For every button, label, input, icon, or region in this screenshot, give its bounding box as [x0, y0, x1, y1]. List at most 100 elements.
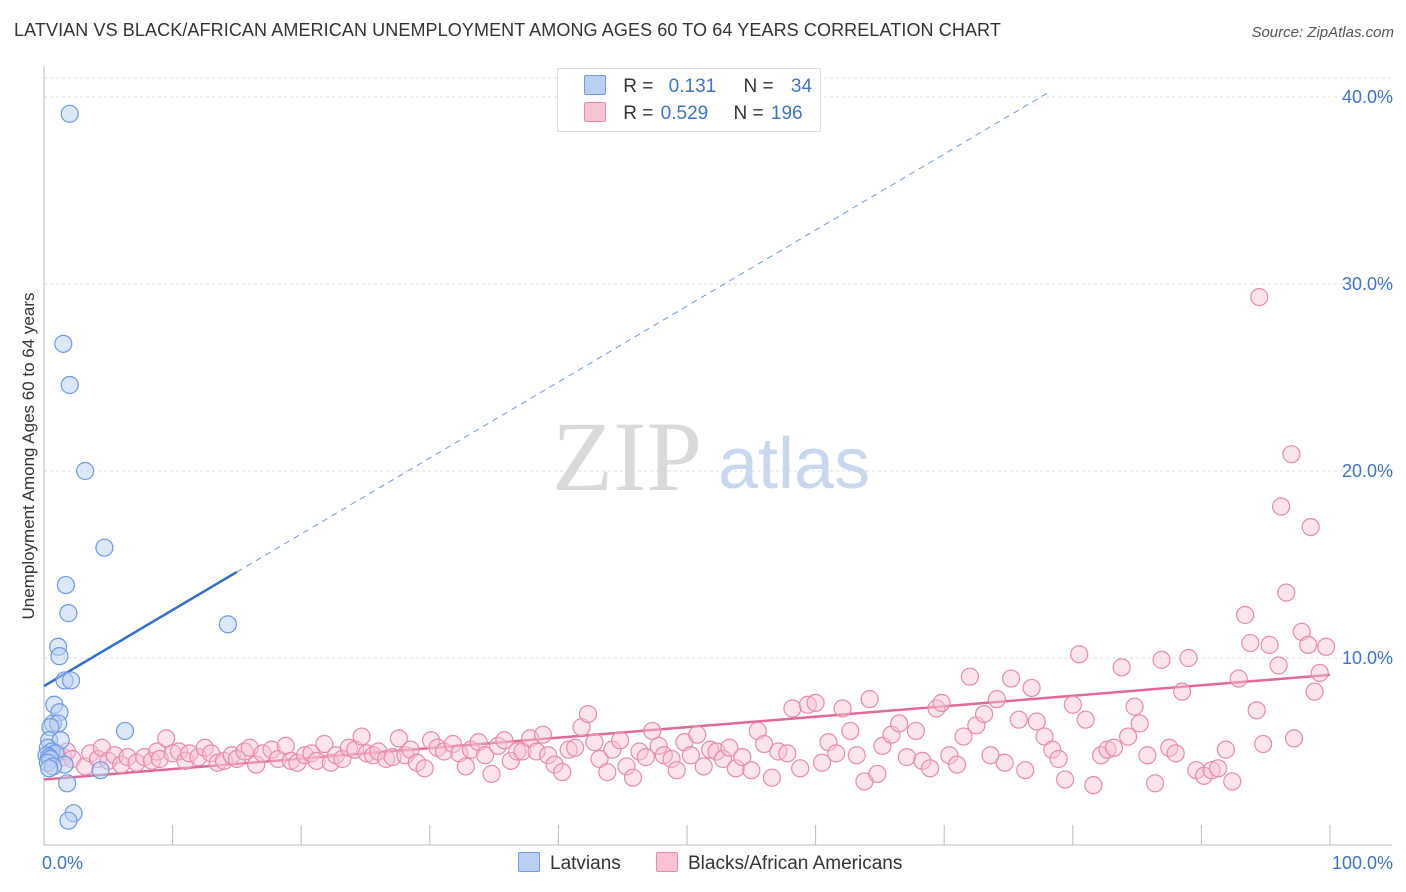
- latvian-point: [91, 761, 110, 780]
- black-point: [598, 762, 617, 782]
- black-point: [1076, 710, 1095, 729]
- black-point: [346, 740, 365, 759]
- legend-r-label: R =: [623, 76, 654, 97]
- black-point: [415, 759, 434, 778]
- black-point: [1022, 678, 1041, 698]
- black-point: [1049, 749, 1068, 769]
- black-point: [1118, 727, 1138, 746]
- black-point: [755, 734, 774, 754]
- legend-blacks: Blacks/African Americans: [656, 852, 902, 875]
- black-point: [157, 729, 176, 748]
- x-tick-label: 0.0%: [42, 853, 83, 873]
- black-point: [847, 746, 866, 765]
- black-point: [688, 725, 707, 744]
- black-point: [906, 721, 926, 741]
- black-point: [288, 753, 307, 772]
- black-point: [913, 751, 932, 770]
- black-point: [1112, 658, 1131, 677]
- watermark: ZIP atlas: [552, 401, 870, 512]
- legend-n-value: 34: [790, 76, 813, 97]
- black-point: [954, 727, 973, 746]
- black-point: [307, 751, 326, 770]
- black-point: [1016, 761, 1035, 780]
- black-point: [262, 740, 281, 759]
- latvian-points: [37, 104, 237, 830]
- black-point: [1055, 770, 1075, 789]
- black-point: [897, 748, 917, 767]
- latvian-trend-line: [43, 570, 238, 688]
- black-point: [812, 753, 832, 772]
- black-point: [860, 690, 879, 709]
- black-point: [617, 757, 636, 776]
- black-point: [357, 744, 376, 763]
- black-point: [585, 733, 604, 752]
- latvian-swatch: [584, 75, 606, 95]
- black-point: [112, 755, 131, 774]
- black-point: [1272, 497, 1291, 516]
- black-point: [611, 731, 630, 750]
- axes: [43, 66, 1392, 846]
- black-point: [890, 714, 909, 733]
- black-point: [333, 749, 352, 769]
- black-point: [1241, 633, 1260, 653]
- latvian-point: [95, 538, 114, 557]
- black-point: [806, 693, 825, 712]
- black-point: [748, 721, 767, 741]
- black-point: [572, 718, 591, 737]
- black-point: [1317, 637, 1336, 656]
- black-point: [578, 704, 598, 724]
- black-point: [482, 764, 501, 784]
- black-point: [443, 734, 463, 754]
- black-point: [643, 721, 662, 741]
- y-tick-label: 10.0%: [1342, 648, 1393, 668]
- black-point: [1152, 650, 1171, 669]
- black-point: [1292, 622, 1311, 641]
- black-point: [1260, 635, 1279, 655]
- black-point: [295, 746, 315, 765]
- black-point: [868, 764, 887, 784]
- black-point: [1130, 714, 1149, 733]
- black-point: [623, 768, 643, 787]
- black-point: [389, 729, 409, 748]
- black-point: [1284, 729, 1304, 748]
- black-point: [778, 744, 797, 763]
- correlation-legend: R = 0.131 N = 34 R = 0.529 N = 196: [557, 68, 821, 132]
- legend-latvians: Latvians: [518, 852, 621, 875]
- grid-lines: [44, 77, 1392, 659]
- black-point: [533, 725, 553, 744]
- black-point: [1104, 738, 1124, 757]
- black-point: [508, 742, 527, 761]
- axis-labels: 10.0% 20.0% 30.0% 40.0% 0.0% 100.0% Unemployme…: [19, 87, 1393, 873]
- black-point: [1247, 701, 1266, 720]
- black-point: [1146, 774, 1165, 793]
- black-point: [713, 749, 733, 769]
- black-point: [1310, 663, 1329, 683]
- black-point: [1299, 635, 1318, 655]
- latvian-point: [59, 604, 78, 623]
- black-point: [1209, 759, 1228, 778]
- watermark-zip: ZIP: [552, 401, 702, 512]
- black-point: [1236, 605, 1255, 625]
- black-point: [995, 753, 1014, 772]
- black-point: [694, 757, 713, 776]
- legend-row-blacks: R = 0.529 N = 196: [584, 102, 803, 126]
- watermark-atlas: atlas: [718, 424, 870, 504]
- black-point: [208, 753, 227, 772]
- black-point: [1125, 697, 1144, 716]
- latvian-point: [218, 615, 237, 634]
- latvian-point: [58, 774, 77, 793]
- latvian-point: [40, 759, 59, 778]
- black-point: [1305, 682, 1324, 701]
- black-point: [833, 699, 852, 718]
- chart-title: LATVIAN VS BLACK/AFRICAN AMERICAN UNEMPL…: [14, 20, 1001, 40]
- black-point: [1229, 669, 1248, 688]
- black-trend-line: [43, 673, 1331, 781]
- black-point: [927, 699, 946, 718]
- black-point: [401, 740, 420, 759]
- black-point: [742, 761, 761, 780]
- latvian-point: [59, 811, 78, 830]
- latvian-point: [54, 334, 73, 353]
- black-point: [1009, 710, 1028, 729]
- trend-lines: [43, 92, 1331, 781]
- latvian-point: [60, 104, 79, 123]
